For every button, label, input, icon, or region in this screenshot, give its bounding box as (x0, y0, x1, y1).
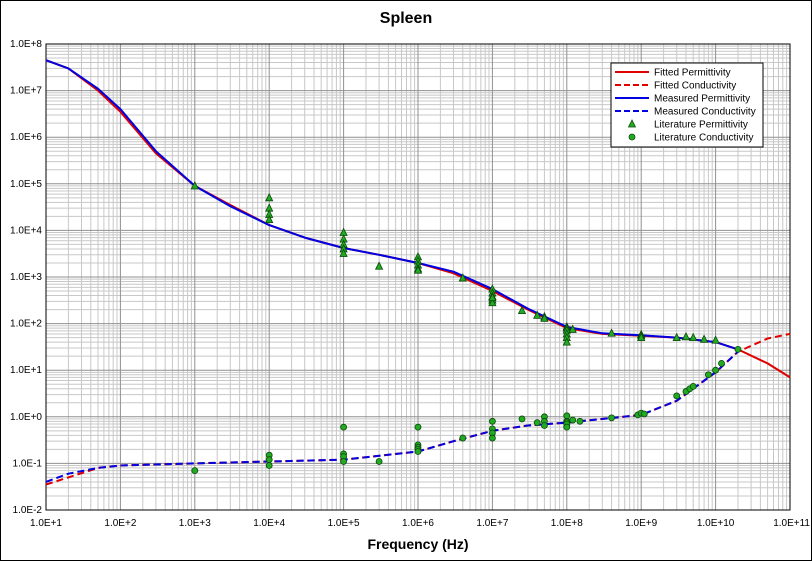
literature-conductivity-point (518, 415, 526, 423)
literature-permittivity-point (190, 181, 199, 190)
literature-conductivity-point (689, 382, 697, 390)
series-line-3 (45, 350, 739, 483)
literature-conductivity-point (459, 434, 467, 442)
literature-conductivity-point (576, 417, 584, 425)
x-tick-label: 1.0E+4 (253, 518, 285, 529)
legend-label: Literature Permittivity (654, 120, 748, 131)
y-tick-label: 1.0E+4 (10, 225, 42, 236)
legend-box (610, 62, 764, 148)
literature-permittivity-point (339, 248, 348, 257)
literature-conductivity-point (375, 458, 383, 465)
y-tick-label: 1.0E+0 (10, 412, 42, 423)
literature-conductivity-point (734, 345, 742, 353)
literature-permittivity-point (517, 305, 527, 315)
literature-permittivity-point (488, 292, 497, 302)
literature-conductivity-point (569, 416, 577, 424)
literature-permittivity-point (689, 332, 698, 342)
y-tick-label: 1.0E+7 (10, 86, 42, 97)
literature-permittivity-point (265, 192, 274, 202)
literature-permittivity-point (488, 297, 497, 307)
x-tick-label: 1.0E+5 (328, 518, 360, 529)
series-line-2 (45, 59, 739, 351)
literature-permittivity-point (413, 265, 423, 274)
literature-conductivity-point (673, 392, 681, 400)
literature-conductivity-point (718, 359, 725, 367)
legend-swatch (627, 119, 637, 128)
legend-label: Measured Permittivity (654, 94, 750, 105)
x-axis-tick-labels: 1.0E+1 1.0E+2 1.0E+3 1.0E+4 1.0E+5 1.0E+6 1.0E… (30, 518, 810, 529)
literature-conductivity-point (563, 423, 571, 431)
literature-conductivity-point (340, 423, 348, 431)
legend-label: Fitted Permittivity (654, 68, 731, 79)
x-axis-label: Frequency (Hz) (367, 536, 468, 552)
literature-conductivity-point (414, 423, 422, 431)
legend-label: Literature Conductivity (654, 133, 754, 144)
literature-conductivity-point (488, 434, 496, 442)
literature-conductivity-point (414, 448, 422, 455)
literature-conductivity-point (265, 462, 273, 469)
x-tick-label: 1.0E+9 (625, 518, 657, 529)
literature-conductivity-point (563, 412, 571, 420)
chart-title: Spleen (380, 10, 432, 27)
legend-swatch (628, 133, 636, 141)
x-tick-label: 1.0E+2 (104, 518, 136, 529)
legend-label: Fitted Conductivity (654, 81, 736, 92)
literature-conductivity-point (265, 456, 273, 464)
literature-conductivity-point (608, 414, 615, 422)
literature-permittivity-point (540, 313, 549, 322)
x-tick-label: 1.0E+11 (773, 518, 810, 529)
x-tick-label: 1.0E+3 (179, 518, 211, 529)
y-tick-label: 1.0E+8 (10, 39, 42, 50)
x-tick-label: 1.0E+6 (402, 518, 434, 529)
literature-conductivity-point (488, 417, 496, 425)
y-tick-label: 1.0E-2 (13, 505, 43, 516)
literature-permittivity-point (533, 310, 542, 319)
y-tick-label: 1.0E+3 (10, 272, 42, 283)
y-tick-label: 1.0E+2 (10, 319, 42, 330)
y-tick-label: 1.0E+6 (10, 132, 42, 143)
legend: Fitted Permittivity Fitted Conductivity Me… (610, 62, 764, 148)
x-tick-label: 1.0E+7 (476, 518, 508, 529)
literature-conductivity-point (191, 467, 199, 475)
plot-area-border (45, 43, 791, 511)
literature-permittivity-point (672, 332, 681, 342)
literature-conductivity-point (533, 419, 541, 427)
literature-conductivity-point (704, 371, 712, 379)
literature-permittivity-point (681, 331, 691, 341)
literature-permittivity-point (374, 261, 384, 270)
literature-conductivity-point (640, 410, 648, 418)
literature-conductivity-point (712, 366, 719, 374)
y-tick-label: 1.0E-1 (13, 458, 43, 469)
literature-permittivity-point (265, 214, 274, 224)
literature-conductivity-point (340, 458, 348, 465)
literature-permittivity-point (562, 337, 571, 346)
legend-label: Measured Conductivity (654, 107, 756, 118)
literature-permittivity-point (699, 334, 709, 343)
y-tick-label: 1.0E+1 (10, 365, 42, 376)
literature-permittivity-point (711, 335, 720, 344)
literature-permittivity-point (568, 324, 577, 333)
x-tick-label: 1.0E+10 (697, 518, 735, 529)
x-tick-label: 1.0E+8 (551, 518, 583, 529)
y-tick-label: 1.0E+5 (10, 179, 42, 190)
x-tick-label: 1.0E+1 (30, 518, 62, 529)
y-axis-tick-labels: 1.0E-2 1.0E-1 1.0E+0 1.0E+1 1.0E+2 1.0E+3 1.0E… (10, 39, 42, 516)
literature-permittivity-point (607, 328, 616, 337)
literature-conductivity-point (541, 422, 548, 429)
literature-permittivity-point (458, 273, 467, 282)
literature-permittivity-point (637, 332, 646, 342)
marker-layer (190, 181, 742, 475)
